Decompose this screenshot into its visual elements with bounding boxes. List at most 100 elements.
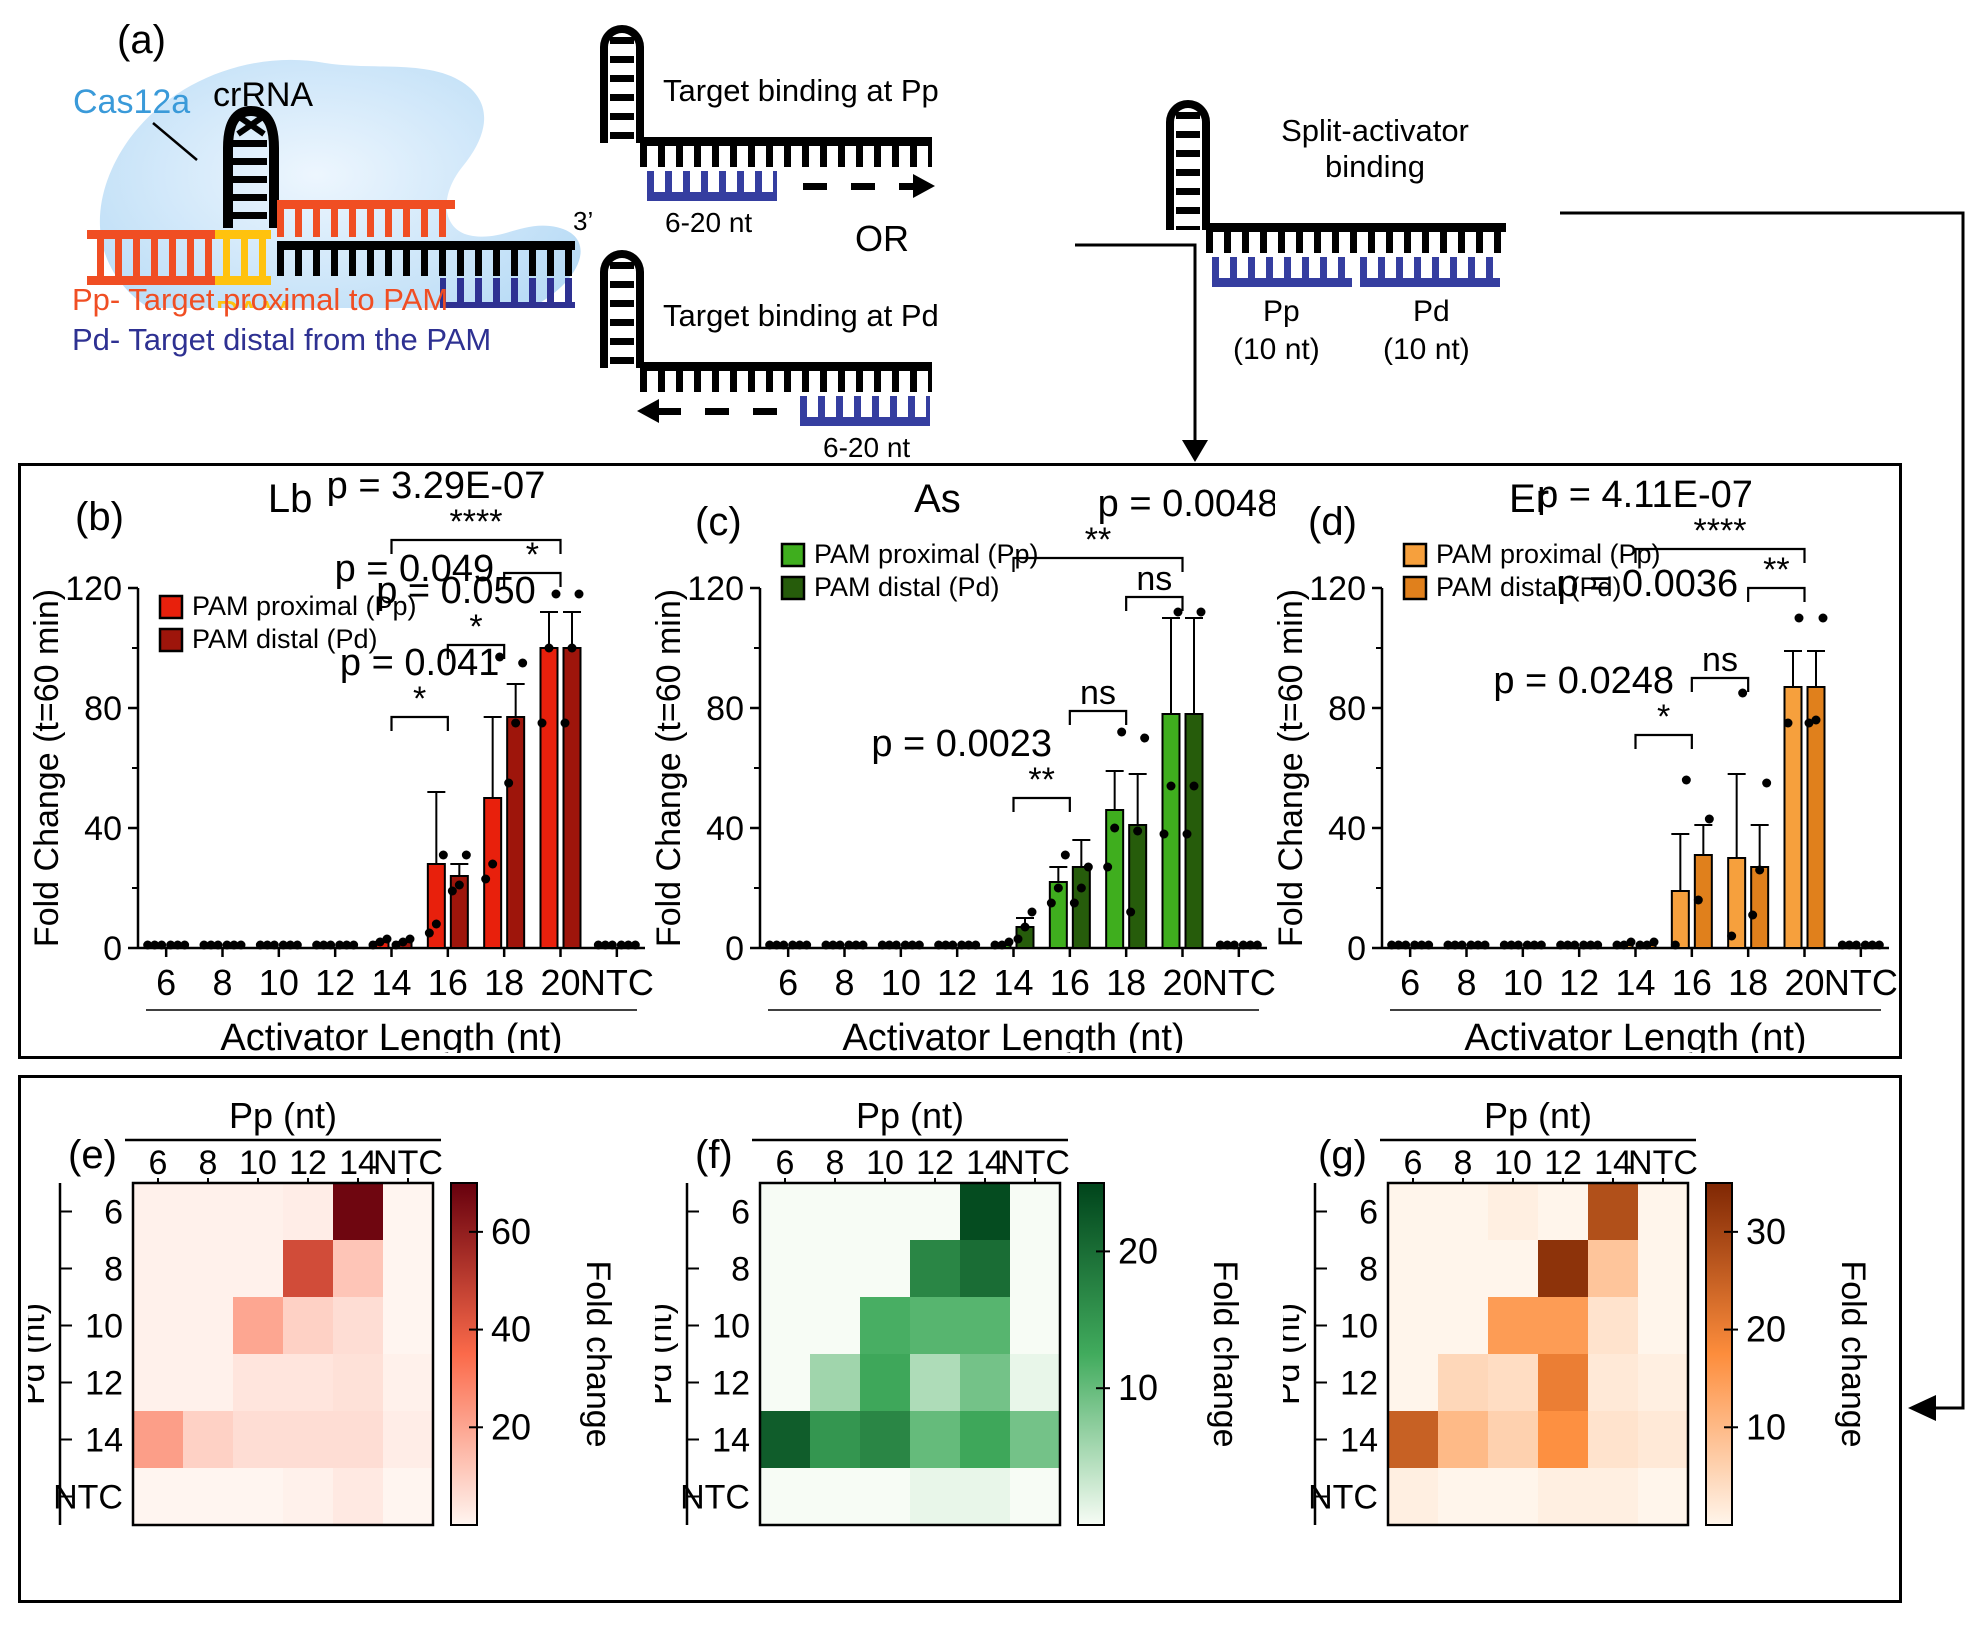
svg-text:10: 10 [881,962,921,1003]
split-pp-strand [1212,257,1352,287]
svg-text:16: 16 [1672,962,1712,1003]
svg-text:*: * [413,680,426,718]
heatmap-cell [810,1183,860,1240]
svg-text:10: 10 [1746,1406,1786,1447]
heatmap-cell [1438,1297,1488,1354]
heatmap-cell [760,1297,810,1354]
heatmap-cell [760,1240,810,1297]
svg-text:0: 0 [103,930,122,968]
svg-text:20: 20 [491,1406,531,1447]
legend-swatch [158,594,184,620]
svg-text:As: As [914,477,961,521]
pp-strand [277,200,455,237]
panel-letter-e: (e) [68,1133,117,1177]
heatmap-cell [383,1183,433,1240]
svg-text:NTC: NTC [680,1479,750,1517]
heatmap-cells [1388,1183,1688,1525]
svg-text:Pd (nt): Pd (nt) [1283,1303,1307,1405]
svg-text:12: 12 [1544,1144,1582,1182]
heatmap-cell [1638,1354,1688,1411]
heatmap-cell [810,1240,860,1297]
svg-text:8: 8 [1456,962,1476,1003]
svg-text:*: * [526,536,539,574]
heatmap-cell [133,1240,183,1297]
heatmap-cell [1438,1240,1488,1297]
svg-text:PAM proximal (Pp): PAM proximal (Pp) [192,591,417,621]
svg-text:12: 12 [937,962,977,1003]
svg-text:p = 0.0248: p = 0.0248 [1493,660,1674,702]
heatmap-cell [333,1354,383,1411]
heatmap-cell [333,1297,383,1354]
heatmap-cell [760,1183,810,1240]
heatmap-cell [810,1411,860,1468]
heatmap-cell [860,1411,910,1468]
heatmap-cell [1638,1183,1688,1240]
heatmap-cell [1488,1183,1538,1240]
svg-text:6: 6 [778,962,798,1003]
svg-text:12: 12 [289,1144,327,1182]
target-strand [1206,223,1506,253]
svg-text:NTC: NTC [53,1479,123,1517]
heatmap-cell [960,1468,1010,1525]
heatmap-cell [810,1468,860,1525]
heatmap-cell [910,1240,960,1297]
heatmap-cell [860,1354,910,1411]
heatmap-cell [383,1411,433,1468]
heatmap-cell [1010,1354,1060,1411]
pd-activator-strand [800,396,930,426]
panel-letter-c: (c) [695,500,742,544]
binding-pd-title: Target binding at Pd [663,298,939,333]
svg-text:14: 14 [85,1422,123,1460]
heatmap-cell [1010,1297,1060,1354]
svg-text:****: **** [1694,512,1747,550]
svg-text:NTC: NTC [1000,1144,1070,1182]
svg-text:80: 80 [706,690,744,728]
heatmap-cell [1638,1240,1688,1297]
bars-pd [166,589,640,950]
heatmap-cell [283,1240,333,1297]
svg-text:14: 14 [371,962,411,1003]
heatmap-cell [1488,1240,1538,1297]
svg-text:14: 14 [339,1144,377,1182]
svg-text:Fold change: Fold change [1834,1260,1872,1447]
svg-text:PAM distal (Pd): PAM distal (Pd) [1436,572,1622,602]
significance-bracket [503,571,562,587]
svg-text:p = 0.049: p = 0.049 [335,548,495,590]
heatmap-cell [183,1183,233,1240]
svg-text:PAM distal (Pd): PAM distal (Pd) [814,572,1000,602]
heatmap-cell [760,1468,810,1525]
svg-text:8: 8 [731,1251,750,1289]
svg-text:12: 12 [315,962,355,1003]
heatmap-cell [283,1411,333,1468]
svg-text:40: 40 [84,810,122,848]
svg-text:Pd (nt): Pd (nt) [28,1303,52,1405]
heatmap-cells [133,1183,433,1525]
svg-text:****: **** [450,503,503,541]
svg-text:14: 14 [1340,1422,1378,1460]
svg-text:8: 8 [199,1144,218,1182]
heatmap-cell [810,1297,860,1354]
heatmap-cell [233,1297,283,1354]
panel-letter-d: (d) [1308,500,1357,544]
svg-text:NTC: NTC [1202,962,1275,1003]
svg-text:12: 12 [1559,962,1599,1003]
heatmap-cell [860,1297,910,1354]
heatmap-cell [1438,1411,1488,1468]
svg-text:Fold change: Fold change [579,1260,617,1447]
crrna-label: crRNA [213,76,313,114]
significance-bracket [1634,733,1693,749]
svg-text:PAM proximal (Pp): PAM proximal (Pp) [814,539,1039,569]
dashed-arrow-left-icon [637,399,777,423]
significance-bracket [1125,595,1184,611]
significance-bracket [390,715,449,731]
svg-text:p = 0.0048: p = 0.0048 [1098,483,1275,525]
svg-text:6: 6 [149,1144,168,1182]
svg-text:12: 12 [1340,1365,1378,1403]
heatmap-cells [760,1183,1060,1525]
svg-text:8: 8 [834,962,854,1003]
heatmap-cell [960,1411,1010,1468]
